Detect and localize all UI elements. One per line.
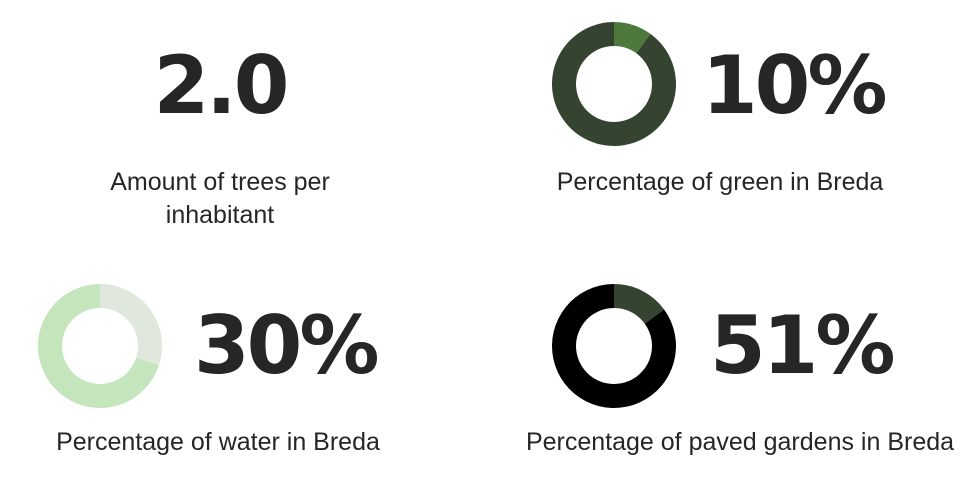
stat-green: 10% Percentage of green in Breda	[480, 0, 960, 250]
stat-value: 2.0	[153, 39, 290, 132]
donut-slice-0	[614, 284, 665, 324]
donut-slice-1	[552, 22, 676, 146]
stat-label: Percentage of green in Breda	[556, 168, 884, 196]
stat-value: 30%	[194, 299, 379, 392]
donut-chart	[552, 284, 676, 408]
donut-slice-1	[38, 284, 159, 408]
donut-slice-0	[614, 22, 651, 54]
stat-label: Percentage of water in Breda	[56, 428, 380, 456]
stat-trees: 2.0 Amount of trees per inhabitant	[0, 0, 440, 250]
stat-label: Amount of trees per inhabitant	[110, 168, 330, 229]
stat-paved: 51% Percentage of paved gardens in Breda	[480, 260, 960, 496]
donut-chart	[38, 284, 162, 408]
donut-chart	[552, 22, 676, 146]
stat-value: 10%	[702, 39, 887, 132]
stat-water: 30% Percentage of water in Breda	[0, 260, 480, 496]
stat-label: Percentage of paved gardens in Breda	[525, 428, 955, 456]
stat-value: 51%	[710, 299, 895, 392]
donut-slice-0	[100, 284, 162, 366]
donut-slice-1	[552, 284, 676, 408]
